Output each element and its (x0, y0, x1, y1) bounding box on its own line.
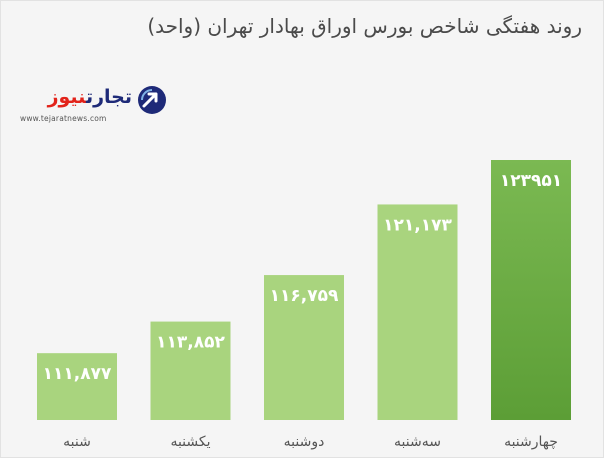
chart-title: روند هفتگی شاخص بورس اوراق بهادار تهران … (147, 14, 582, 38)
bar-value-label: ۱۲۳۹۵۱ (500, 171, 562, 191)
bar-1 (37, 353, 117, 420)
bar-value-label: ۱۱۱,۸۷۷ (43, 364, 112, 384)
logo-url: www.tejaratnews.com (20, 114, 107, 123)
category-label: چهارشنبه (504, 434, 558, 450)
logo-word-tejarat: تجارت (85, 86, 132, 108)
arrow-up-circle-icon (138, 86, 166, 114)
category-label: شنبه (63, 434, 91, 450)
tejarat-news-logo: تجارتنیوز www.tejaratnews.com (18, 86, 168, 130)
bar-value-label: ۱۲۱,۱۷۳ (383, 215, 452, 235)
bar-value-label: ۱۱۶,۷۵۹ (270, 286, 339, 306)
logo-wordmark: تجارتنیوز (48, 86, 132, 108)
category-label: سه‌شنبه (394, 434, 441, 450)
bar-value-label: ۱۱۳,۸۵۲ (156, 333, 225, 353)
logo-word-news: نیوز (47, 86, 86, 108)
bar-2 (150, 321, 231, 420)
bar-4 (377, 204, 458, 420)
category-label: یکشنبه (170, 434, 210, 450)
bar-3 (264, 275, 344, 420)
category-label: دوشنبه (284, 434, 325, 450)
bar-5 (491, 160, 571, 420)
